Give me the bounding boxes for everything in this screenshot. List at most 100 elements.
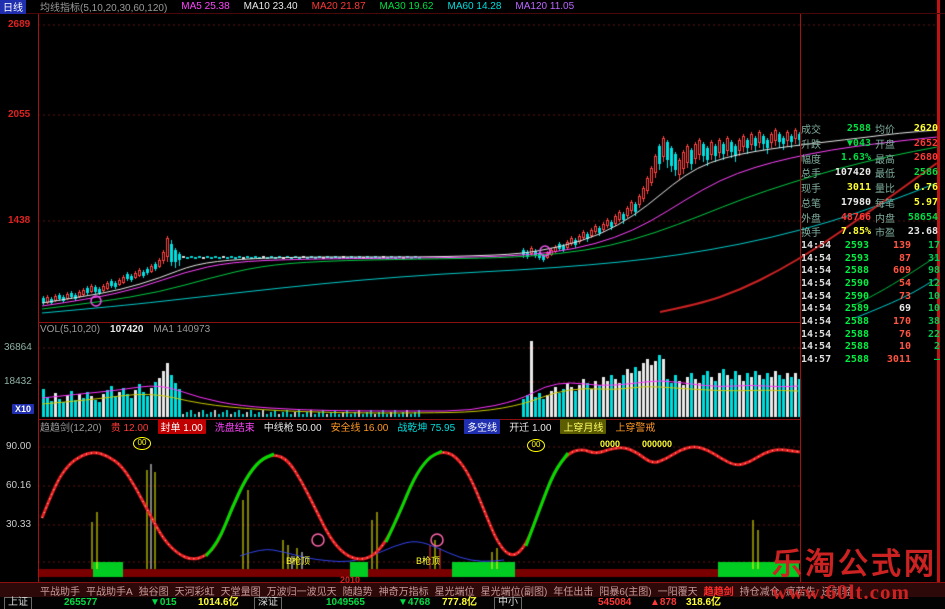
quote-row: 换手 7.85% 市盈 23.68 [801,225,938,240]
tape-volume: 73 [898,290,911,302]
tape-row[interactable]: 14:54 2589 69 10 [801,302,940,315]
indicator-header: 趋趋剑(12,20) 贵 12.00 封单 1.00 洗盘结束 中线枪 50.0… [40,418,800,434]
menu-item[interactable]: 疯若先 [785,586,816,598]
menu-item[interactable]: 神奇万指标 [378,586,429,598]
quote-value: 2586 [913,167,938,179]
price-volume-divider [38,322,800,323]
menu-item-active[interactable]: 趋趋剑 [703,586,734,598]
tape-row[interactable]: 14:54 2590 73 10 [801,290,940,303]
menu-item[interactable]: 天河彩虹 [174,586,215,598]
quote-label: 最低 [875,169,895,181]
menu-item[interactable]: 持仓减仓 [739,586,780,598]
quote-label: 内盘 [875,213,895,225]
tape-row[interactable]: 14:54 2588 76 22 [801,328,940,341]
tape-time: 14:54 [801,315,832,327]
menu-item[interactable]: 随趋势 [342,586,373,598]
menu-item[interactable]: 年任出击 [553,586,594,598]
menu-item[interactable]: 还就轻 [821,586,852,598]
quote-value: 3011 [846,182,871,194]
tape-count: 38 [927,315,940,327]
quote-row: 总笔 17980 每笔 5.97 [801,195,938,210]
tape-price: 2589 [844,303,869,315]
indicator-param: 洗盘结束 [214,422,255,434]
tape-row[interactable]: 14:54 2588 170 38 [801,315,940,328]
indicator-axis-label: 90.00 [6,441,32,452]
x-axis-year-label: 2010 [340,575,361,585]
indicator-menu-bar: 平战助手 平战助手A 独谷图 天河彩虹 天堂量图 万波归一波见天 随趋势 神奇万… [0,583,945,598]
quote-value: ▼043 [846,137,871,149]
tape-count: 12 [927,277,940,289]
menu-item[interactable]: 阳暴6(主图) [599,586,652,598]
indicator-param: 封单 1.00 [157,418,206,434]
index-change: ▼4768 [398,597,431,608]
menu-item[interactable]: 天堂量图 [220,586,261,598]
indicator-param: 贵 12.00 [110,422,149,434]
quote-value: 5.97 [913,196,938,208]
quote-label: 均价 [875,124,895,136]
tape-time: 14:54 [801,328,832,340]
menu-item[interactable]: 平战助手A [86,586,133,598]
volume-value: 107420 [110,324,144,335]
volume-multiplier-badge: X10 [12,404,35,414]
period-selector[interactable]: 日线 [0,0,26,14]
tape-count: 10 [927,303,940,315]
tape-time: 14:57 [801,354,832,366]
tape-count: 22 [927,328,940,340]
menu-item[interactable]: 平战助手 [40,586,80,598]
tape-row[interactable]: 14:54 2588 10 2 [801,341,940,354]
index-change: ▲878 [650,597,677,608]
menu-item[interactable]: 万波归一波见天 [266,586,337,598]
index-name[interactable]: 上证 [4,597,32,609]
tape-price: 2590 [844,290,869,302]
signal-circle-marker: 00 [527,439,545,452]
indicator-axis-label: 30.33 [6,519,32,530]
menu-item[interactable]: 一阳覆天 [657,586,698,598]
price-axis-label: 1438 [8,215,31,226]
tape-time: 14:54 [801,290,832,302]
index-change: ▼015 [150,597,177,608]
quote-value: 2588 [846,122,871,134]
quote-label: 幅度 [801,154,821,166]
tape-volume: 609 [892,265,911,277]
index-value: 1049565 [326,597,365,608]
tape-row[interactable]: 14:54 2588 609 98 [801,264,940,277]
tape-time: 14:54 [801,277,832,289]
quote-label: 最高 [875,154,895,166]
indicator-signal: 上穿警戒 [615,422,656,434]
tape-count: 31 [927,252,940,264]
quote-panel[interactable]: 成交 2588 均价 2620 升跌 ▼043 开盘 2652 幅度 1.63% 最高 26… [801,121,938,240]
tape-row[interactable]: 14:54 2593 87 31 [801,252,940,265]
site-watermark: 乐淘公式网 www.60lt.com [772,549,937,604]
volume-indicator-name: VOL(5,10,20) [40,324,101,335]
quote-label: 市盈 [875,228,895,240]
title-bar: 日线 均线指标(5,10,20,30,60,120) MA5 25.38 MA1… [0,0,945,14]
signal-b-label: B枪顶 [286,556,311,566]
quote-value: 2620 [913,122,938,134]
menu-item[interactable]: 星光端位(副图) [480,586,548,598]
volume-ma-value: MA1 140973 [153,324,211,335]
menu-item[interactable]: 独谷图 [138,586,169,598]
tape-row[interactable]: 14:54 2593 139 17 [801,239,940,252]
tape-volume: 3011 [886,354,911,366]
index-name[interactable]: 深证 [254,597,282,609]
tape-volume: 76 [898,328,911,340]
tape-time: 14:54 [801,303,832,315]
ma5-value: MA5 25.38 [181,1,230,12]
time-sales-list[interactable]: 14:54 2593 139 17 14:54 2593 87 31 14:54 2588 60… [801,239,940,366]
quote-label: 开盘 [875,139,895,151]
price-axis-label: 2689 [8,19,31,30]
menu-item[interactable]: 星光端位 [434,586,475,598]
bottom-divider [0,582,945,583]
index-name[interactable]: 中小 [494,597,522,609]
signal-code: 0000 [600,439,621,449]
tape-count: 17 [927,239,940,251]
tape-row[interactable]: 14:57 2588 3011 — [801,353,940,366]
quote-label: 换手 [801,228,821,240]
tape-row[interactable]: 14:54 2590 54 12 [801,277,940,290]
index-value: 265577 [64,597,98,608]
tape-price: 2588 [844,265,869,277]
quote-row: 总手 107420 最低 2586 [801,165,938,180]
quote-label: 总手 [801,169,821,181]
